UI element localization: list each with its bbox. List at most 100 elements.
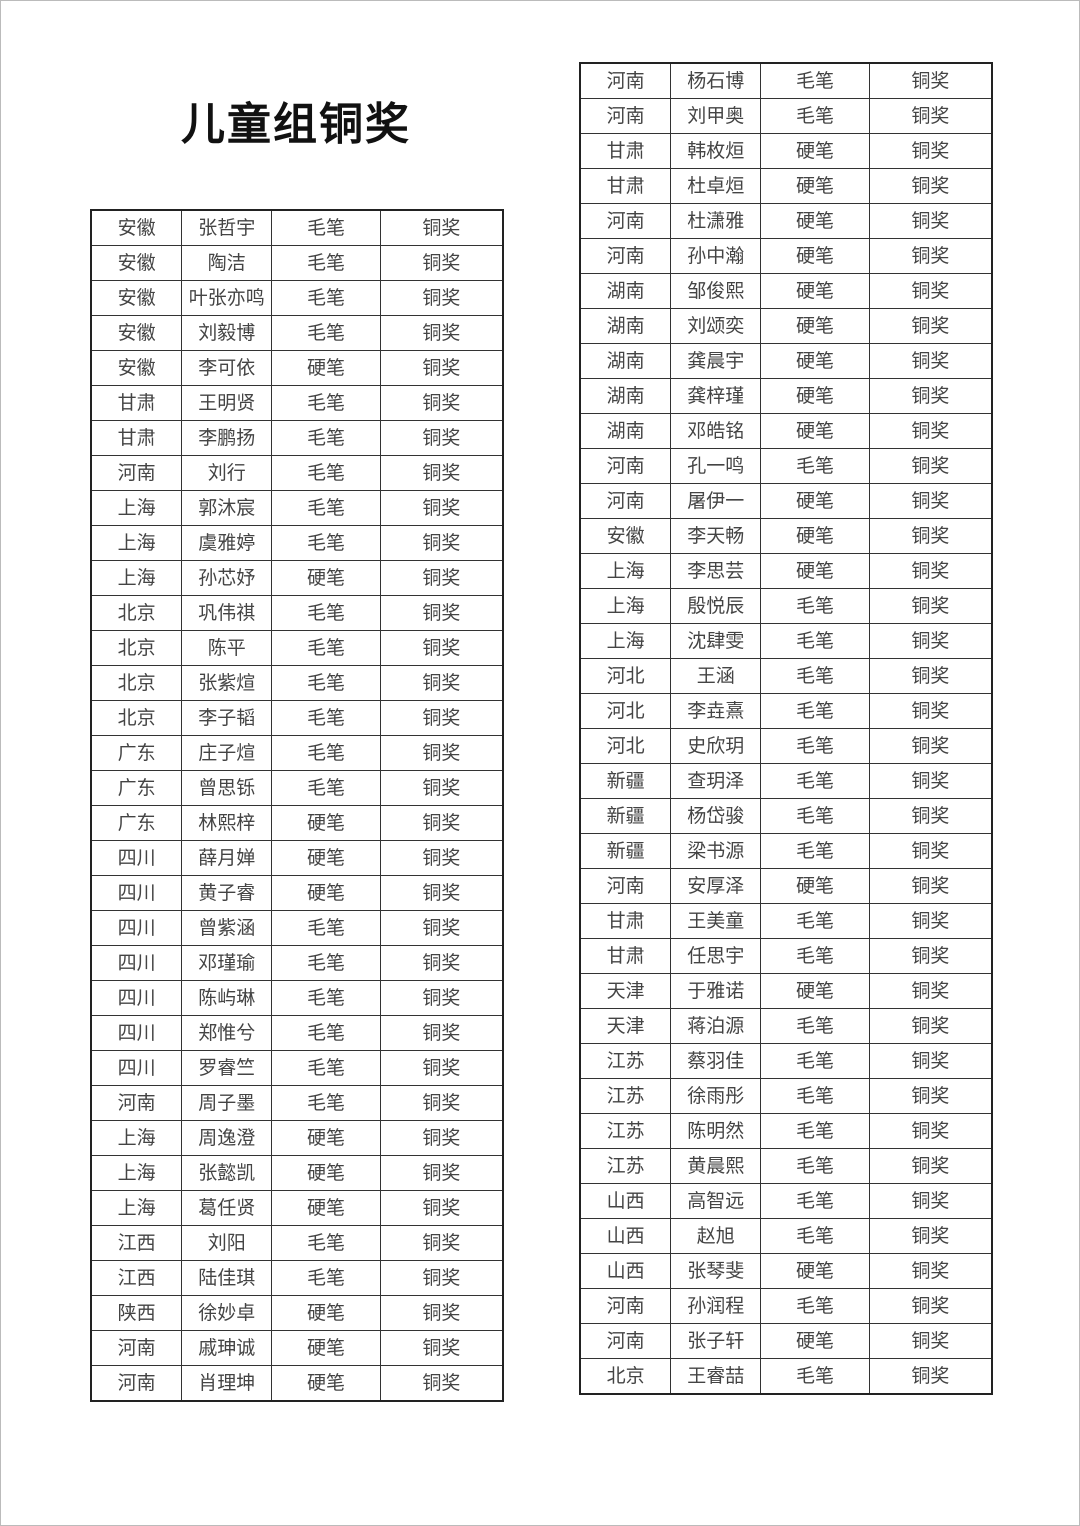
category-cell: 硬笔 (760, 203, 870, 239)
table-row: 新疆 杨岱骏 毛笔 铜奖 (579, 798, 993, 834)
award-cell: 铜奖 (868, 1113, 993, 1149)
province-cell: 四川 (90, 840, 183, 876)
award-cell: 铜奖 (379, 875, 504, 911)
table-row: 河南 屠伊一 硬笔 铜奖 (579, 483, 993, 519)
province-cell: 四川 (90, 980, 183, 1016)
province-cell: 广东 (90, 805, 183, 841)
award-cell: 铜奖 (379, 770, 504, 806)
award-cell: 铜奖 (868, 1218, 993, 1254)
name-cell: 李可依 (181, 350, 273, 386)
award-cell: 铜奖 (379, 1050, 504, 1086)
award-cell: 铜奖 (868, 553, 993, 589)
table-row: 北京 巩伟祺 毛笔 铜奖 (90, 595, 504, 631)
name-cell: 陈明然 (670, 1113, 762, 1149)
table-row: 甘肃 韩枚烜 硬笔 铜奖 (579, 133, 993, 169)
province-cell: 安徽 (90, 280, 183, 316)
province-cell: 陕西 (90, 1295, 183, 1331)
table-row: 河南 孙中瀚 硬笔 铜奖 (579, 238, 993, 274)
name-cell: 孙润程 (670, 1288, 762, 1324)
name-cell: 杜卓烜 (670, 168, 762, 204)
table-row: 上海 郭沐宸 毛笔 铜奖 (90, 490, 504, 526)
province-cell: 上海 (579, 553, 672, 589)
province-cell: 江西 (90, 1225, 183, 1261)
table-row: 山西 张琴斐 硬笔 铜奖 (579, 1253, 993, 1289)
category-cell: 硬笔 (760, 868, 870, 904)
name-cell: 邓皓铭 (670, 413, 762, 449)
name-cell: 王睿喆 (670, 1358, 762, 1395)
province-cell: 甘肃 (90, 420, 183, 456)
province-cell: 河北 (579, 693, 672, 729)
name-cell: 周子墨 (181, 1085, 273, 1121)
category-cell: 毛笔 (760, 588, 870, 624)
province-cell: 河南 (90, 1365, 183, 1402)
name-cell: 高智远 (670, 1183, 762, 1219)
award-cell: 铜奖 (868, 868, 993, 904)
table-row: 北京 张紫煊 毛笔 铜奖 (90, 665, 504, 701)
category-cell: 毛笔 (760, 693, 870, 729)
award-cell: 铜奖 (379, 700, 504, 736)
award-cell: 铜奖 (868, 413, 993, 449)
province-cell: 江西 (90, 1260, 183, 1296)
province-cell: 河北 (579, 728, 672, 764)
category-cell: 毛笔 (271, 385, 381, 421)
table-row: 山西 高智远 毛笔 铜奖 (579, 1183, 993, 1219)
category-cell: 毛笔 (271, 455, 381, 491)
category-cell: 硬笔 (271, 1155, 381, 1191)
award-cell: 铜奖 (379, 1260, 504, 1296)
award-cell: 铜奖 (868, 1008, 993, 1044)
name-cell: 徐妙卓 (181, 1295, 273, 1331)
category-cell: 硬笔 (760, 1253, 870, 1289)
name-cell: 蔡羽佳 (670, 1043, 762, 1079)
name-cell: 李子韬 (181, 700, 273, 736)
category-cell: 毛笔 (271, 209, 381, 246)
province-cell: 安徽 (90, 209, 183, 246)
award-cell: 铜奖 (379, 525, 504, 561)
name-cell: 蒋泊源 (670, 1008, 762, 1044)
award-cell: 铜奖 (868, 483, 993, 519)
name-cell: 张紫煊 (181, 665, 273, 701)
category-cell: 毛笔 (271, 665, 381, 701)
award-cell: 铜奖 (379, 1225, 504, 1261)
award-cell: 铜奖 (868, 938, 993, 974)
award-cell: 铜奖 (379, 455, 504, 491)
award-cell: 铜奖 (868, 1358, 993, 1395)
table-row: 湖南 邓皓铭 硬笔 铜奖 (579, 413, 993, 449)
category-cell: 毛笔 (271, 420, 381, 456)
award-cell: 铜奖 (379, 245, 504, 281)
province-cell: 湖南 (579, 308, 672, 344)
province-cell: 上海 (90, 525, 183, 561)
category-cell: 毛笔 (760, 903, 870, 939)
name-cell: 殷悦辰 (670, 588, 762, 624)
table-row: 四川 黄子睿 硬笔 铜奖 (90, 875, 504, 911)
province-cell: 安徽 (90, 245, 183, 281)
province-cell: 山西 (579, 1183, 672, 1219)
name-cell: 王涵 (670, 658, 762, 694)
name-cell: 陆佳琪 (181, 1260, 273, 1296)
province-cell: 江苏 (579, 1148, 672, 1184)
award-cell: 铜奖 (379, 945, 504, 981)
name-cell: 张子轩 (670, 1323, 762, 1359)
category-cell: 毛笔 (271, 910, 381, 946)
category-cell: 毛笔 (760, 833, 870, 869)
category-cell: 硬笔 (760, 973, 870, 1009)
category-cell: 毛笔 (271, 315, 381, 351)
category-cell: 硬笔 (271, 1295, 381, 1331)
name-cell: 戚珅诚 (181, 1330, 273, 1366)
category-cell: 毛笔 (760, 1288, 870, 1324)
category-cell: 毛笔 (760, 1183, 870, 1219)
name-cell: 曾紫涵 (181, 910, 273, 946)
name-cell: 龚梓瑾 (670, 378, 762, 414)
province-cell: 四川 (90, 1050, 183, 1086)
province-cell: 新疆 (579, 798, 672, 834)
table-row: 江苏 徐雨彤 毛笔 铜奖 (579, 1078, 993, 1114)
award-table-right: 河南 杨石博 毛笔 铜奖 河南 刘甲奥 毛笔 铜奖 甘肃 韩枚烜 硬笔 铜奖 甘肃 杜卓烜 硬笔 铜奖 河南 杜潇… (579, 62, 993, 1395)
province-cell: 湖南 (579, 413, 672, 449)
province-cell: 湖南 (579, 343, 672, 379)
table-row: 北京 陈平 毛笔 铜奖 (90, 630, 504, 666)
province-cell: 四川 (90, 945, 183, 981)
province-cell: 河南 (579, 98, 672, 134)
table-row: 湖南 刘颂奕 硬笔 铜奖 (579, 308, 993, 344)
name-cell: 刘阳 (181, 1225, 273, 1261)
province-cell: 新疆 (579, 833, 672, 869)
category-cell: 硬笔 (760, 553, 870, 589)
